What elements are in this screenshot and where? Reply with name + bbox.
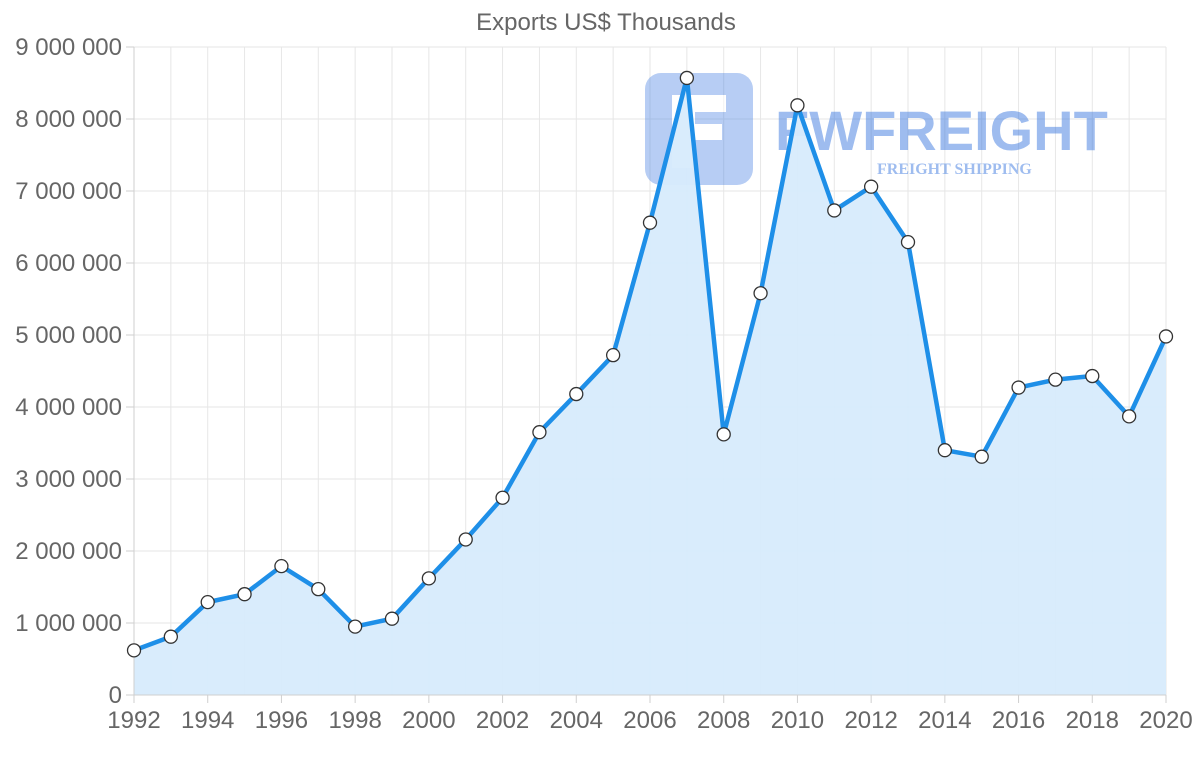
x-tick-label: 2014 [918, 707, 971, 734]
data-point-2004 [569, 386, 584, 402]
y-tick-label: 2 000 000 [15, 538, 122, 565]
watermark-tagline: FREIGHT SHIPPING [877, 161, 1032, 178]
x-tick-label: 2004 [550, 707, 603, 734]
x-tick-label: 1996 [255, 707, 308, 734]
data-point-2014 [937, 443, 953, 458]
data-point-1994 [200, 594, 215, 610]
data-point-2018 [1085, 368, 1100, 384]
data-point-2008 [716, 427, 731, 442]
data-point-2017 [1048, 372, 1063, 387]
y-tick-label: 4 000 000 [15, 394, 122, 421]
x-tick-label: 2000 [402, 707, 455, 734]
axes [126, 46, 1167, 703]
y-tick-label: 7 000 000 [15, 178, 122, 205]
data-point-1995 [237, 587, 252, 602]
data-point-2012 [863, 179, 879, 194]
data-point-1992 [126, 643, 142, 658]
data-point-1999 [384, 611, 400, 626]
x-tick-label: 2016 [992, 707, 1045, 734]
data-point-2007 [679, 70, 695, 86]
data-point-2020 [1158, 329, 1174, 344]
x-axis-ticks: 1992 1994 1996 1998 2000 2002 2004 2006 2008 2010… [107, 707, 1192, 734]
x-tick-label: 1992 [107, 707, 160, 734]
y-tick-label: 1 000 000 [15, 610, 122, 637]
data-point-2019 [1121, 409, 1137, 424]
x-tick-label: 1998 [328, 707, 381, 734]
y-tick-label: 0 [109, 682, 122, 709]
watermark-brand: FWFREIGHT [775, 99, 1108, 162]
x-tick-label: 1994 [181, 707, 234, 734]
data-point-1998 [347, 619, 363, 634]
data-point-2015 [974, 449, 989, 464]
x-tick-label: 2008 [697, 707, 750, 734]
data-point-2003 [532, 425, 547, 440]
data-point-1997 [311, 582, 326, 597]
x-tick-label: 2018 [1066, 707, 1119, 734]
y-axis-ticks: 0 1 000 000 2 000 000 3 000 000 4 000 000 5 0… [15, 34, 122, 709]
y-tick-label: 6 000 000 [15, 250, 122, 277]
data-point-1996 [274, 558, 289, 574]
y-tick-label: 3 000 000 [15, 466, 122, 493]
data-point-2000 [421, 571, 437, 586]
data-point-2005 [605, 348, 621, 363]
data-point-2013 [900, 234, 916, 250]
x-tick-label: 2002 [476, 707, 529, 734]
series-area-fill [134, 77, 1166, 695]
watermark: FWFREIGHT FREIGHT SHIPPING [645, 73, 1108, 185]
y-tick-label: 5 000 000 [15, 322, 122, 349]
x-tick-label: 2012 [844, 707, 897, 734]
data-point-2011 [827, 203, 842, 218]
data-point-2006 [642, 215, 658, 230]
data-point-2001 [458, 532, 473, 547]
x-tick-label: 2020 [1139, 707, 1192, 734]
data-point-1993 [163, 629, 179, 644]
x-tick-label: 2006 [623, 707, 676, 734]
y-tick-label: 8 000 000 [15, 106, 122, 133]
data-point-2002 [495, 490, 510, 505]
data-point-2010 [790, 98, 805, 113]
data-points [126, 70, 1174, 658]
x-tick-label: 2010 [771, 707, 824, 734]
chart-title: Exports US$ Thousands [476, 9, 736, 36]
data-point-2016 [1011, 380, 1026, 395]
y-tick-label: 9 000 000 [15, 34, 122, 61]
data-point-2009 [753, 286, 768, 301]
